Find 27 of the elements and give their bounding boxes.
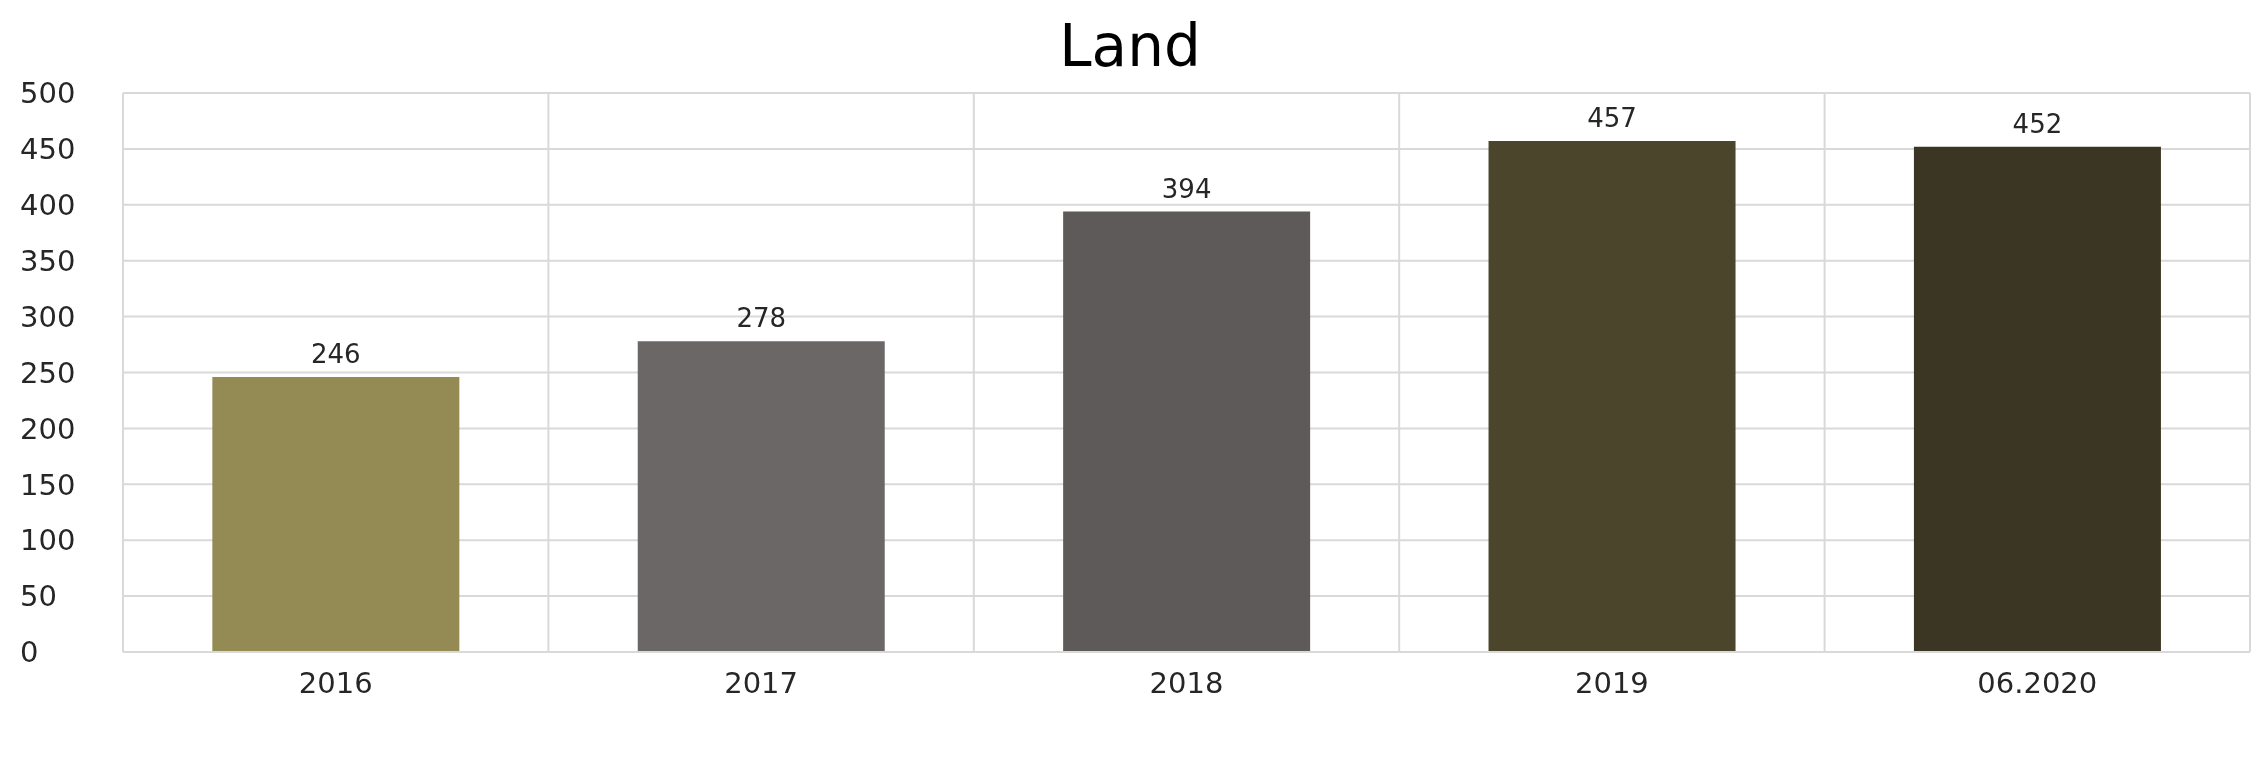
x-tick-label: 2018 — [1149, 665, 1224, 700]
data-label: 246 — [311, 338, 361, 369]
chart-title: Land — [1059, 12, 1201, 80]
x-tick-label: 2016 — [298, 665, 373, 700]
bar — [1488, 141, 1736, 652]
y-tick-label: 100 — [20, 523, 76, 558]
bar — [637, 341, 885, 652]
y-tick-label: 50 — [20, 579, 57, 614]
y-tick-label: 200 — [20, 411, 76, 446]
y-tick-label: 300 — [20, 299, 76, 334]
data-label: 278 — [736, 303, 787, 334]
bar — [212, 376, 460, 652]
y-tick-label: 450 — [20, 132, 76, 167]
data-label: 452 — [2012, 108, 2063, 139]
y-tick-label: 400 — [20, 188, 76, 223]
x-tick-label: 2017 — [724, 665, 799, 700]
bar — [1913, 146, 2161, 652]
x-tick-label: 06.2020 — [1977, 665, 2098, 700]
y-tick-label: 150 — [20, 467, 76, 502]
y-tick-label: 0 — [20, 635, 39, 670]
x-tick-label: 2019 — [1574, 665, 1649, 700]
bar — [1063, 211, 1311, 652]
data-label: 394 — [1161, 173, 1212, 204]
data-label: 457 — [1587, 103, 1637, 134]
y-tick-label: 500 — [20, 76, 76, 111]
y-tick-label: 350 — [20, 243, 76, 278]
y-tick-label: 250 — [20, 355, 76, 390]
